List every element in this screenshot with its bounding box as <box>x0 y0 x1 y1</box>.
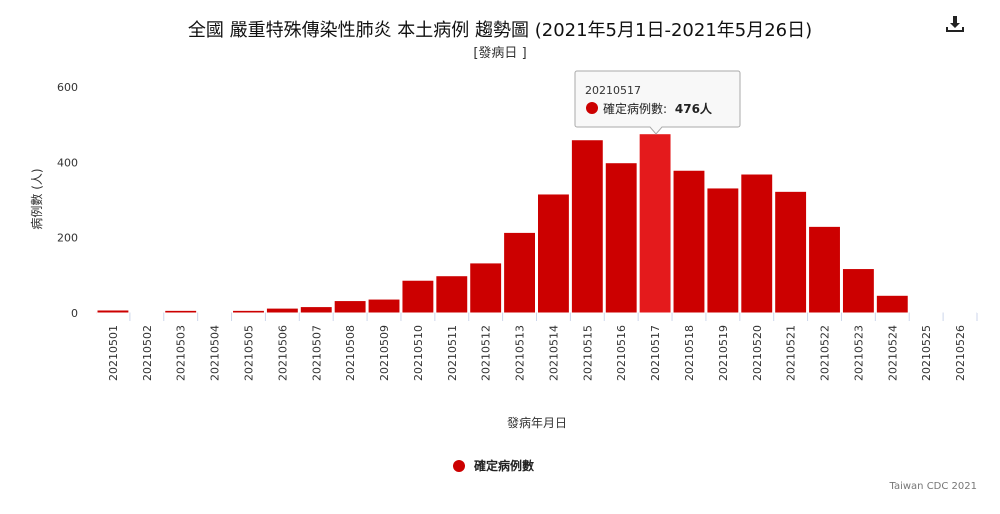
y-axis: 0 200 400 600 <box>57 81 78 320</box>
x-tick-label: 20210523 <box>852 325 865 381</box>
bar-20210518[interactable] <box>672 169 706 314</box>
bar-20210517[interactable] <box>638 133 672 314</box>
x-axis-title: 發病年月日 <box>507 415 567 430</box>
bar-20210512[interactable] <box>469 262 503 314</box>
bar-20210516[interactable] <box>604 162 638 314</box>
tooltip-label: 確定病例數: <box>603 101 667 116</box>
x-tick-label: 20210502 <box>141 325 154 381</box>
bar-20210515[interactable] <box>570 139 604 314</box>
bar-20210524[interactable] <box>875 294 909 314</box>
bar-20210513[interactable] <box>503 231 537 314</box>
chart-subtitle: [發病日 ] <box>473 46 526 61</box>
x-tick-label: 20210516 <box>615 325 628 381</box>
legend-item[interactable]: 確定病例數 <box>453 458 534 473</box>
x-tick-label: 20210511 <box>446 325 459 381</box>
bar-20210520[interactable] <box>740 173 774 314</box>
x-tick-label: 20210524 <box>886 325 899 381</box>
tooltip-marker <box>586 102 598 114</box>
bar-20210507[interactable] <box>299 306 333 314</box>
tooltip: 20210517 確定病例數: 476人 <box>574 70 741 135</box>
bar-20210502[interactable] <box>130 311 164 314</box>
bar-20210521[interactable] <box>774 190 808 314</box>
x-tick-label: 20210510 <box>412 325 425 381</box>
bar-20210503[interactable] <box>164 309 198 314</box>
download-button[interactable] <box>946 16 964 32</box>
x-tick-label: 20210520 <box>751 325 764 381</box>
x-tick-label: 20210508 <box>344 325 357 381</box>
bar-20210514[interactable] <box>537 193 570 314</box>
tooltip-value: 476人 <box>675 101 713 116</box>
tooltip-date: 20210517 <box>585 84 641 97</box>
x-tick-label: 20210501 <box>107 325 120 381</box>
y-axis-title: 病例數 (人) <box>29 168 44 229</box>
bar-20210506[interactable] <box>265 307 299 314</box>
legend-marker <box>453 460 465 472</box>
bar-20210504[interactable] <box>198 311 232 314</box>
y-tick-label: 0 <box>71 307 78 320</box>
bar-20210519[interactable] <box>706 187 740 314</box>
credit-text[interactable]: Taiwan CDC 2021 <box>889 481 977 492</box>
bar-20210505[interactable] <box>232 309 265 314</box>
x-tick-label: 20210521 <box>785 325 798 381</box>
tooltip-box <box>574 70 741 135</box>
legend-label: 確定病例數 <box>474 458 534 473</box>
x-tick-label: 20210517 <box>649 325 662 381</box>
x-tick-label: 20210514 <box>547 325 560 381</box>
bar-20210523[interactable] <box>841 268 875 314</box>
x-tick-label: 20210515 <box>581 325 594 381</box>
bar-20210526[interactable] <box>943 311 977 314</box>
x-tick-label: 20210526 <box>954 325 967 381</box>
download-icon <box>946 16 964 32</box>
x-tick-label: 20210513 <box>514 325 527 381</box>
bar-20210508[interactable] <box>333 300 367 314</box>
bar-20210522[interactable] <box>808 225 841 314</box>
y-tick-label: 600 <box>57 81 78 94</box>
bar-20210511[interactable] <box>435 275 469 314</box>
x-tick-label: 20210506 <box>276 325 289 381</box>
x-tick-label: 20210518 <box>683 325 696 381</box>
bar-20210509[interactable] <box>367 298 401 314</box>
svg-text:確定病例數: 476人: 確定病例數: 476人 <box>603 101 713 116</box>
chart-title: 全國 嚴重特殊傳染性肺炎 本土病例 趨勢圖 (2021年5月1日-2021年5月… <box>188 20 812 41</box>
x-tick-label: 20210509 <box>378 325 391 381</box>
y-tick-label: 400 <box>57 156 78 169</box>
x-tick-label: 20210507 <box>310 325 323 381</box>
x-tick-label: 20210512 <box>480 325 493 381</box>
bar-20210501[interactable] <box>96 309 130 314</box>
bars <box>96 133 977 314</box>
y-tick-label: 200 <box>57 232 78 245</box>
x-tick-label: 20210505 <box>242 325 255 381</box>
bar-20210525[interactable] <box>909 311 943 314</box>
x-tick-label: 20210504 <box>209 325 222 381</box>
x-tick-label: 20210519 <box>717 325 730 381</box>
x-tick-label: 20210522 <box>819 325 832 381</box>
bar-20210510[interactable] <box>401 279 435 314</box>
x-tick-label: 20210503 <box>175 325 188 381</box>
x-tick-label: 20210525 <box>920 325 933 381</box>
x-axis: 20210501 20210502 20210503 20210504 20210505… <box>96 312 978 381</box>
